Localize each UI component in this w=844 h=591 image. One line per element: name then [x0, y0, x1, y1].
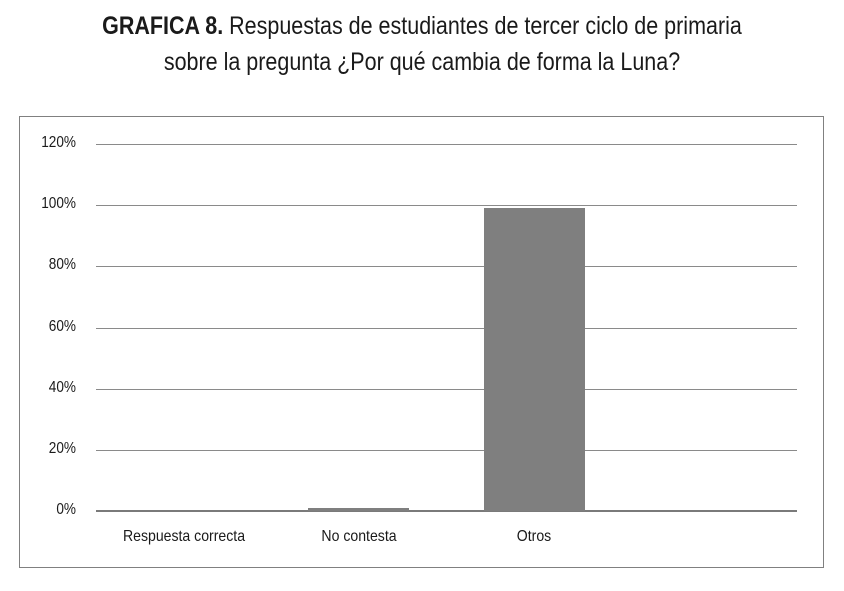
- bar-no-contesta: [308, 507, 410, 511]
- gridline: [96, 266, 797, 268]
- x-category-label: No contesta: [321, 528, 397, 545]
- x-category-label: Respuesta correcta: [122, 528, 245, 545]
- gridline: [96, 144, 797, 145]
- gridline: [96, 205, 797, 207]
- y-tick-label: 60%: [48, 317, 76, 335]
- x-category-label: Otros: [516, 528, 552, 545]
- gridline: [96, 327, 797, 329]
- y-tick-label: 40%: [48, 378, 76, 396]
- y-tick-label: 100%: [41, 195, 76, 213]
- title-line-2: sobre la pregunta ¿Por qué cambia de for…: [163, 48, 681, 76]
- gridline: [96, 510, 797, 512]
- y-tick-label: 0%: [56, 501, 76, 518]
- chart-title: GRAFICA 8. Respuestas de estudiantes de …: [59, 8, 785, 80]
- title-prefix: GRAFICA 8.: [102, 12, 224, 40]
- gridline: [96, 388, 797, 390]
- gridline: [96, 449, 797, 451]
- y-tick-label: 20%: [48, 439, 76, 457]
- bar-otros: [483, 208, 585, 511]
- y-tick-label: 120%: [41, 134, 76, 151]
- y-tick-label: 80%: [48, 256, 76, 274]
- chart-frame: [19, 116, 824, 568]
- title-line-1: Respuestas de estudiantes de tercer cicl…: [229, 12, 742, 40]
